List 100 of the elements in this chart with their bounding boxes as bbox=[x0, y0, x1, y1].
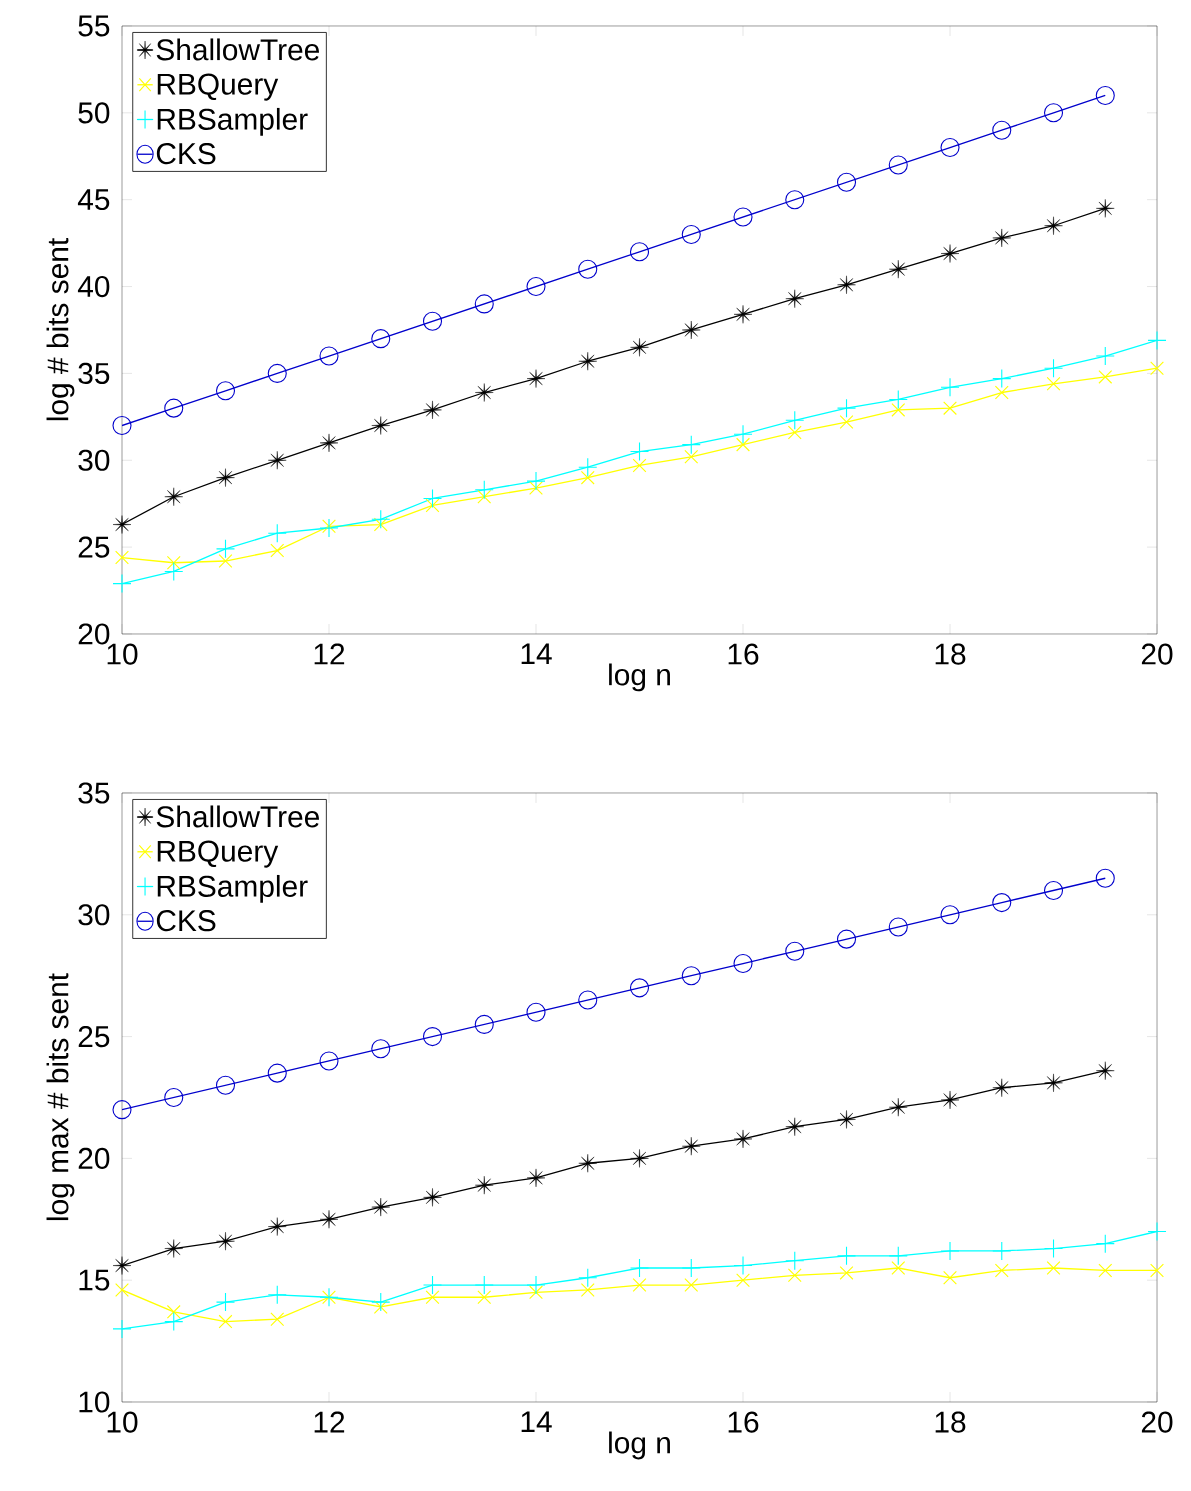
point bbox=[423, 1188, 442, 1207]
point bbox=[373, 517, 388, 532]
point bbox=[940, 1090, 960, 1110]
point bbox=[474, 1014, 494, 1034]
point bbox=[888, 917, 908, 937]
x-tick-label: 16 bbox=[728, 643, 759, 665]
point bbox=[681, 966, 701, 986]
y-tick-label: 30 bbox=[78, 449, 110, 471]
point bbox=[785, 1117, 804, 1136]
point bbox=[578, 259, 598, 279]
x-tick-label: 18 bbox=[935, 643, 966, 665]
point bbox=[992, 893, 1012, 913]
point bbox=[422, 311, 443, 331]
point bbox=[1095, 868, 1115, 888]
point bbox=[1147, 330, 1167, 350]
point bbox=[889, 1098, 908, 1117]
point bbox=[1046, 1261, 1061, 1275]
point bbox=[736, 437, 750, 452]
legend-label: ShallowTree bbox=[156, 38, 319, 61]
x-tick-label: 10 bbox=[107, 1411, 138, 1433]
point bbox=[371, 509, 391, 529]
point bbox=[785, 289, 804, 308]
point bbox=[422, 1275, 443, 1295]
point bbox=[164, 561, 184, 581]
point bbox=[888, 389, 908, 410]
point bbox=[836, 1246, 857, 1266]
x-tick-label: 12 bbox=[314, 643, 345, 665]
y-tick-label: 25 bbox=[78, 1026, 110, 1048]
point bbox=[425, 1290, 440, 1305]
point bbox=[474, 294, 494, 314]
y-tick-label: 40 bbox=[77, 275, 110, 298]
point bbox=[992, 120, 1012, 140]
point bbox=[112, 574, 132, 594]
point bbox=[733, 207, 753, 227]
point bbox=[1095, 1234, 1115, 1254]
point bbox=[164, 1312, 184, 1332]
point bbox=[477, 1290, 492, 1305]
point bbox=[1096, 199, 1115, 218]
y-tick-label: 10 bbox=[79, 1391, 110, 1413]
point bbox=[215, 1292, 236, 1312]
x-tick-label: 10 bbox=[107, 643, 138, 665]
point bbox=[166, 555, 181, 570]
x-tick-label: 14 bbox=[521, 1411, 552, 1433]
point bbox=[681, 224, 701, 244]
point bbox=[992, 228, 1011, 248]
point bbox=[630, 338, 649, 357]
point bbox=[319, 1051, 339, 1071]
point bbox=[1098, 1263, 1113, 1278]
point bbox=[943, 1270, 957, 1285]
point bbox=[940, 377, 960, 397]
point bbox=[526, 1002, 546, 1022]
point bbox=[889, 259, 908, 279]
point bbox=[785, 190, 805, 210]
point bbox=[422, 1027, 443, 1047]
point bbox=[1043, 880, 1064, 900]
point bbox=[526, 1168, 546, 1188]
point bbox=[268, 451, 287, 470]
point bbox=[837, 275, 856, 295]
y-tick-label: 15 bbox=[79, 1269, 110, 1291]
point bbox=[164, 398, 184, 418]
point bbox=[733, 305, 753, 324]
point bbox=[164, 1239, 183, 1258]
point bbox=[164, 487, 183, 506]
y-tick-label: 55 bbox=[78, 15, 110, 37]
point bbox=[526, 471, 546, 491]
point bbox=[578, 1154, 597, 1173]
point bbox=[940, 138, 960, 158]
point bbox=[215, 539, 236, 559]
point bbox=[477, 489, 492, 504]
y-tick-label: 35 bbox=[78, 782, 110, 804]
legend-label: RBQuery bbox=[157, 73, 279, 101]
point bbox=[526, 369, 546, 388]
point bbox=[888, 1246, 908, 1266]
point bbox=[474, 480, 494, 500]
point bbox=[475, 1175, 494, 1195]
point bbox=[270, 543, 285, 558]
x-tick-label: 20 bbox=[1141, 643, 1173, 665]
point bbox=[992, 1078, 1011, 1097]
point bbox=[112, 415, 132, 436]
point bbox=[629, 1258, 650, 1278]
point bbox=[787, 425, 802, 440]
point bbox=[787, 1268, 802, 1283]
point bbox=[836, 929, 857, 949]
point bbox=[629, 242, 650, 262]
y-tick-label: 50 bbox=[78, 102, 110, 124]
point bbox=[371, 1292, 391, 1312]
point bbox=[216, 1232, 235, 1251]
point bbox=[733, 424, 753, 444]
point bbox=[526, 1275, 546, 1295]
y-tick-label: 25 bbox=[78, 536, 110, 558]
y-axis-title: log # bits sent bbox=[46, 238, 75, 421]
point bbox=[115, 1283, 129, 1297]
point bbox=[682, 320, 701, 340]
point bbox=[940, 905, 960, 925]
point bbox=[736, 1273, 750, 1288]
point bbox=[267, 1063, 287, 1083]
point bbox=[733, 1256, 753, 1276]
point bbox=[578, 352, 597, 371]
point bbox=[319, 1210, 339, 1229]
legend-label: CKS bbox=[156, 143, 216, 165]
